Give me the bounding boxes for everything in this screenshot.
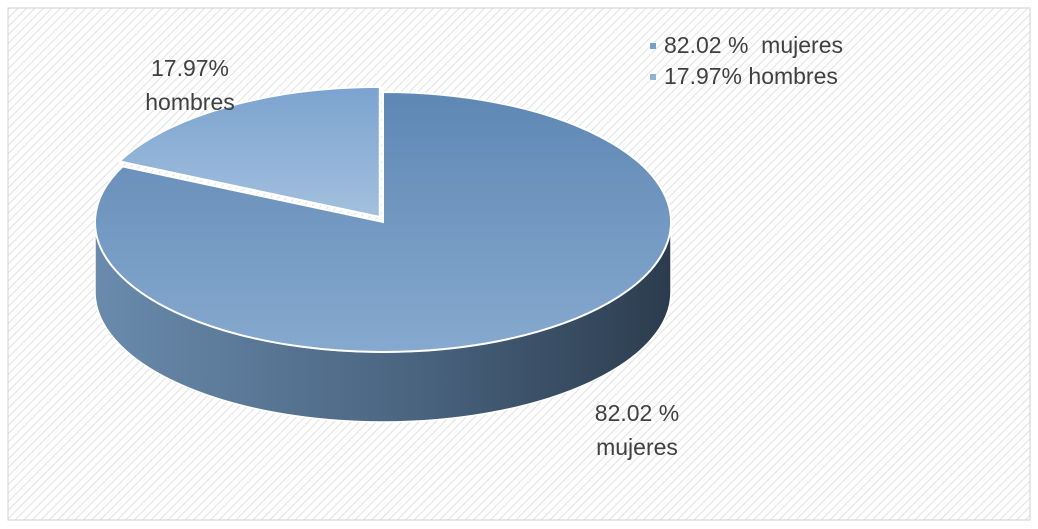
legend-marker — [650, 43, 656, 49]
legend-label: 17.97% hombres — [664, 63, 838, 89]
legend-label: 82.02 % mujeres — [664, 32, 843, 58]
slice — [94, 90, 672, 353]
data-label: 17.97% hombres — [145, 55, 235, 115]
slice — [117, 85, 381, 219]
legend-marker — [650, 74, 656, 80]
data-label: 82.02 % mujeres — [594, 400, 680, 460]
